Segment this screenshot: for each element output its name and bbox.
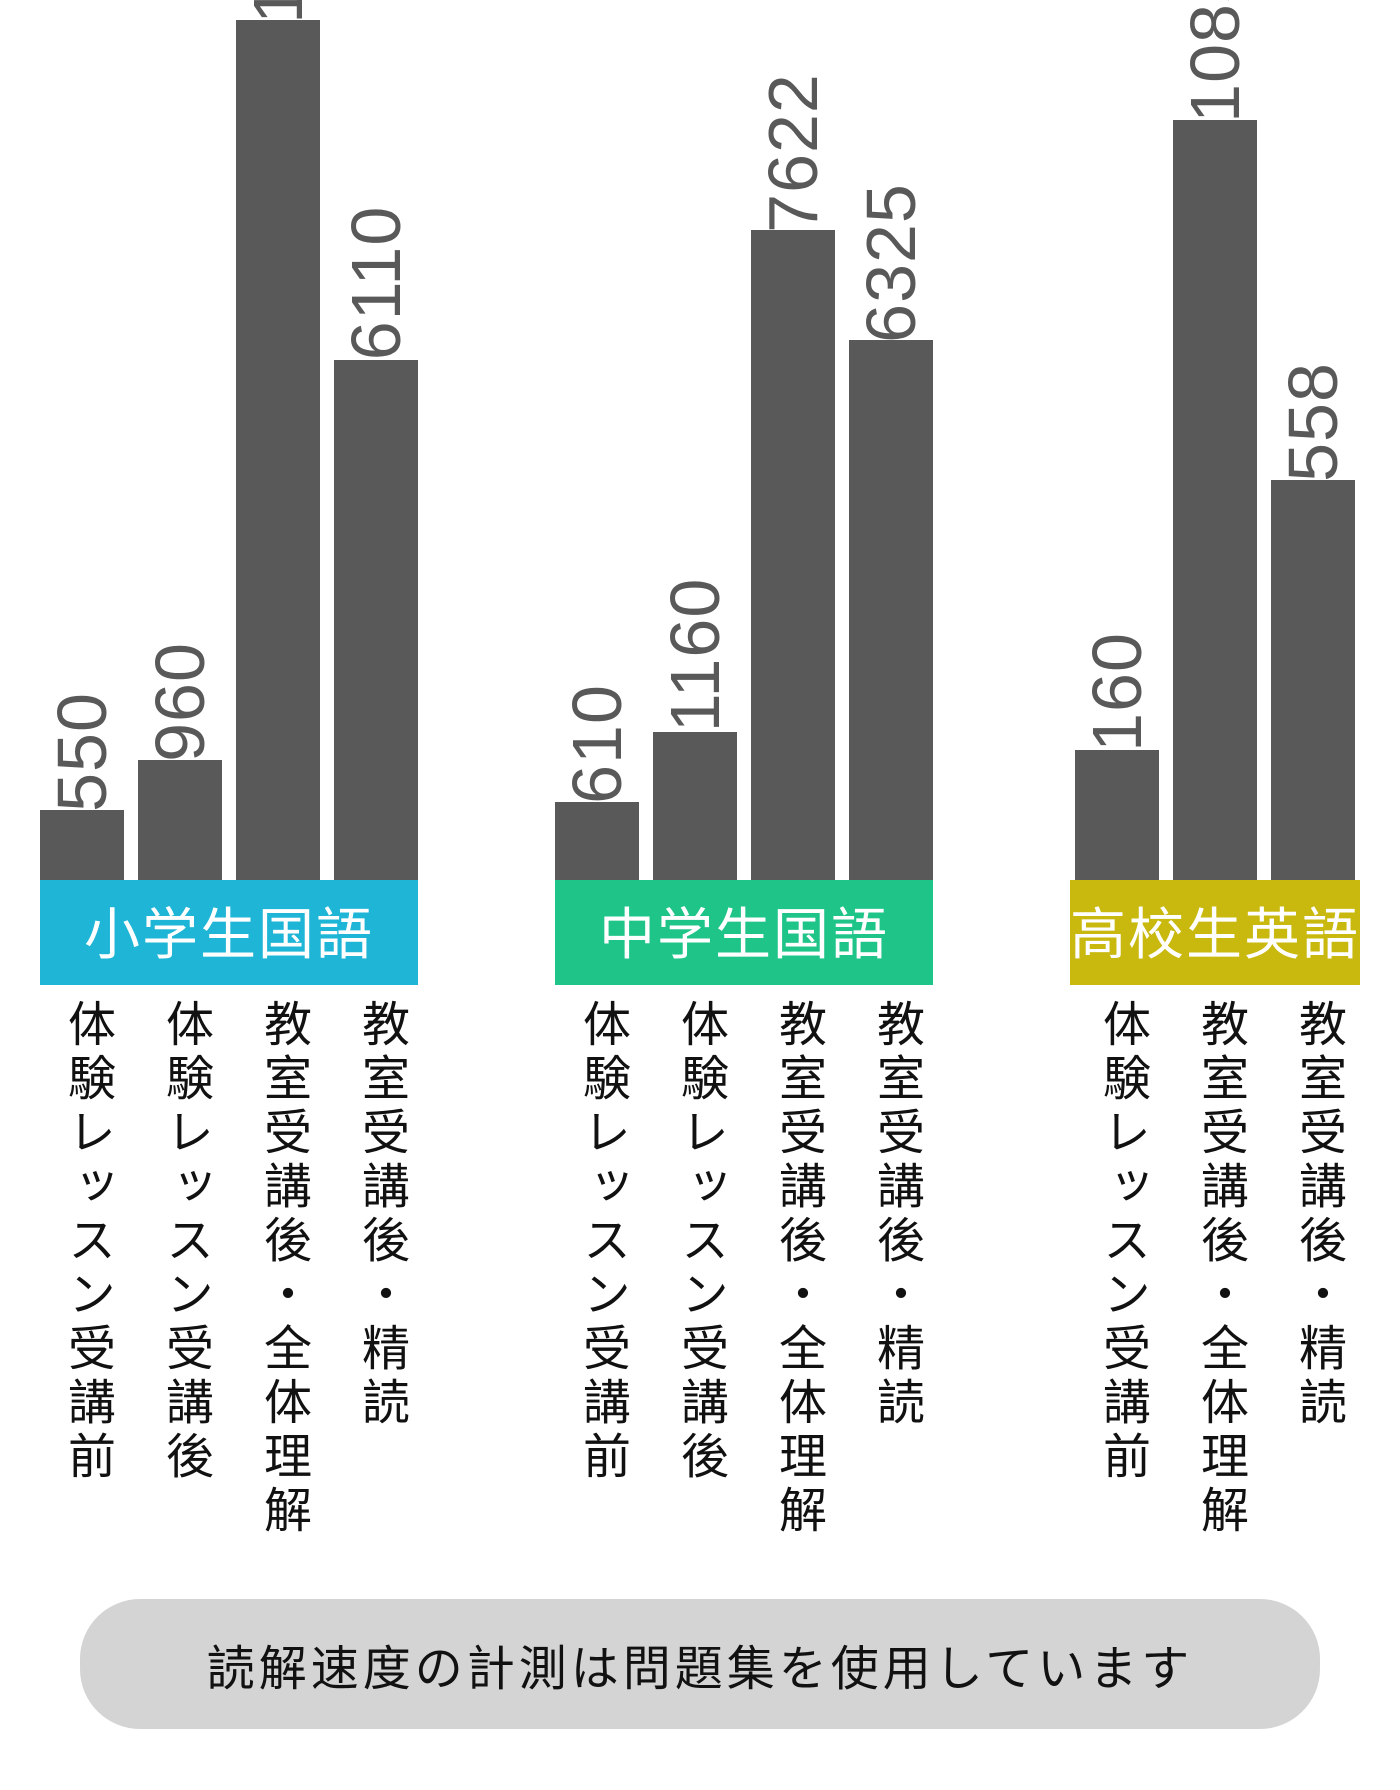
category-label: 教室受講後・精読 [334,999,418,1539]
bar-column: 550 [40,810,124,880]
category-label: 体験レッスン受講後 [138,999,222,1539]
chart-group: 1601085558高校生英語体験レッスン受講前教室受講後・全体理解教室受講後・… [1070,20,1360,1539]
bar-value-label: 610 [557,684,637,804]
category-label: 体験レッスン受講前 [40,999,124,1539]
category-label: 教室受講後・全体理解 [1173,999,1257,1539]
bar [236,20,320,880]
bar [751,230,835,880]
categories-row: 体験レッスン受講前体験レッスン受講後教室受講後・全体理解教室受講後・精読 [555,999,933,1539]
bar-value-label: 1085 [1175,0,1255,123]
chart-groups-container: 550960101006110小学生国語体験レッスン受講前体験レッスン受講後教室… [40,20,1360,1539]
bar-column: 610 [555,802,639,880]
bar-column: 6325 [849,340,933,880]
bar-column: 7622 [751,230,835,880]
chart-group: 610116076226325中学生国語体験レッスン受講前体験レッスン受講後教室… [555,20,933,1539]
category-label: 教室受講後・全体理解 [236,999,320,1539]
category-label: 体験レッスン受講後 [653,999,737,1539]
bar-value-label: 550 [42,692,122,812]
bar-value-label: 1160 [655,578,735,733]
bar-value-label: 7622 [753,73,833,233]
category-label: 教室受講後・精読 [1271,999,1355,1539]
bar-column: 1085 [1173,120,1257,880]
category-label: 教室受講後・全体理解 [751,999,835,1539]
bar-column: 10100 [236,20,320,880]
bar-value-label: 558 [1273,362,1353,482]
bar [849,340,933,880]
bar-value-label: 6325 [851,183,931,343]
bars-row: 610116076226325 [555,20,933,880]
bar-value-label: 6110 [336,206,416,361]
bar-column: 960 [138,760,222,880]
bar-column: 6110 [334,360,418,880]
footer-note: 読解速度の計測は問題集を使用しています [80,1599,1320,1729]
bar [653,732,737,880]
bar [1075,750,1159,880]
group-title: 高校生英語 [1070,880,1360,985]
bar [555,802,639,880]
bar [334,360,418,880]
chart-group: 550960101006110小学生国語体験レッスン受講前体験レッスン受講後教室… [40,20,418,1539]
group-title: 小学生国語 [40,880,418,985]
category-label: 体験レッスン受講前 [1075,999,1159,1539]
bar-column: 160 [1075,750,1159,880]
category-label: 教室受講後・精読 [849,999,933,1539]
bar-value-label: 960 [140,642,220,762]
bars-row: 550960101006110 [40,20,418,880]
bar [138,760,222,880]
bars-row: 1601085558 [1070,20,1360,880]
categories-row: 体験レッスン受講前体験レッスン受講後教室受講後・全体理解教室受講後・精読 [40,999,418,1539]
bar-column: 558 [1271,480,1355,880]
bar [1271,480,1355,880]
bar-value-label: 160 [1077,632,1157,752]
category-label: 体験レッスン受講前 [555,999,639,1539]
bar-column: 1160 [653,732,737,880]
group-title: 中学生国語 [555,880,933,985]
categories-row: 体験レッスン受講前教室受講後・全体理解教室受講後・精読 [1070,999,1360,1539]
bar [1173,120,1257,880]
bar [40,810,124,880]
